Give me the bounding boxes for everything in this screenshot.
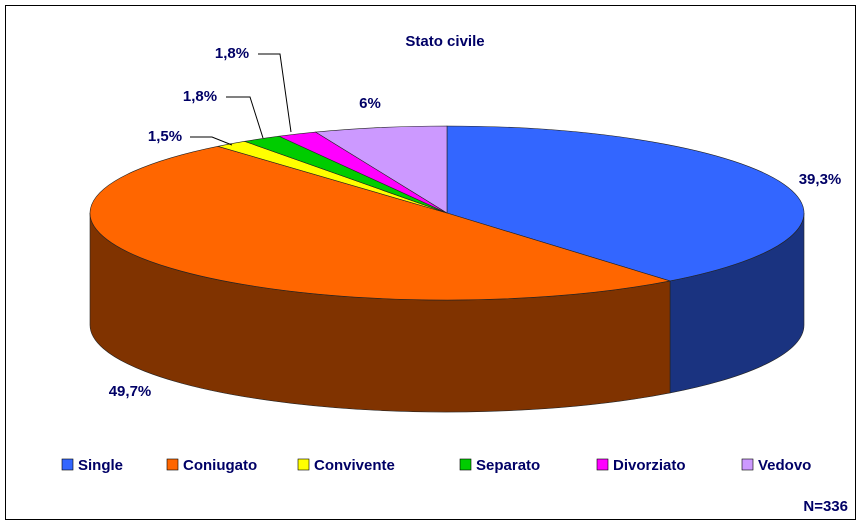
legend-label: Single bbox=[78, 457, 123, 474]
legend-label: Convivente bbox=[314, 457, 395, 474]
legend-swatch bbox=[297, 458, 310, 471]
data-label: 1,8% bbox=[183, 88, 217, 105]
legend-label: Coniugato bbox=[183, 457, 257, 474]
legend-label: Divorziato bbox=[613, 457, 686, 474]
data-label: 49,7% bbox=[109, 383, 152, 400]
legend-swatch bbox=[166, 458, 179, 471]
chart-title: Stato civile bbox=[405, 33, 484, 50]
legend-swatch bbox=[741, 458, 754, 471]
leader-line bbox=[226, 96, 264, 139]
leader-line bbox=[258, 53, 292, 133]
legend-label: Vedovo bbox=[758, 457, 811, 474]
legend-swatch bbox=[596, 458, 609, 471]
legend-label: Separato bbox=[476, 457, 540, 474]
data-label: 1,5% bbox=[148, 128, 182, 145]
slice bbox=[446, 125, 805, 282]
legend-swatch bbox=[61, 458, 74, 471]
data-label: 1,8% bbox=[215, 45, 249, 62]
slice bbox=[89, 145, 671, 301]
leader-line bbox=[190, 136, 233, 146]
slice bbox=[314, 125, 448, 214]
legend-swatch bbox=[459, 458, 472, 471]
data-label: 6% bbox=[359, 95, 381, 112]
annotation: N=336 bbox=[803, 498, 848, 515]
data-label: 39,3% bbox=[799, 171, 842, 188]
